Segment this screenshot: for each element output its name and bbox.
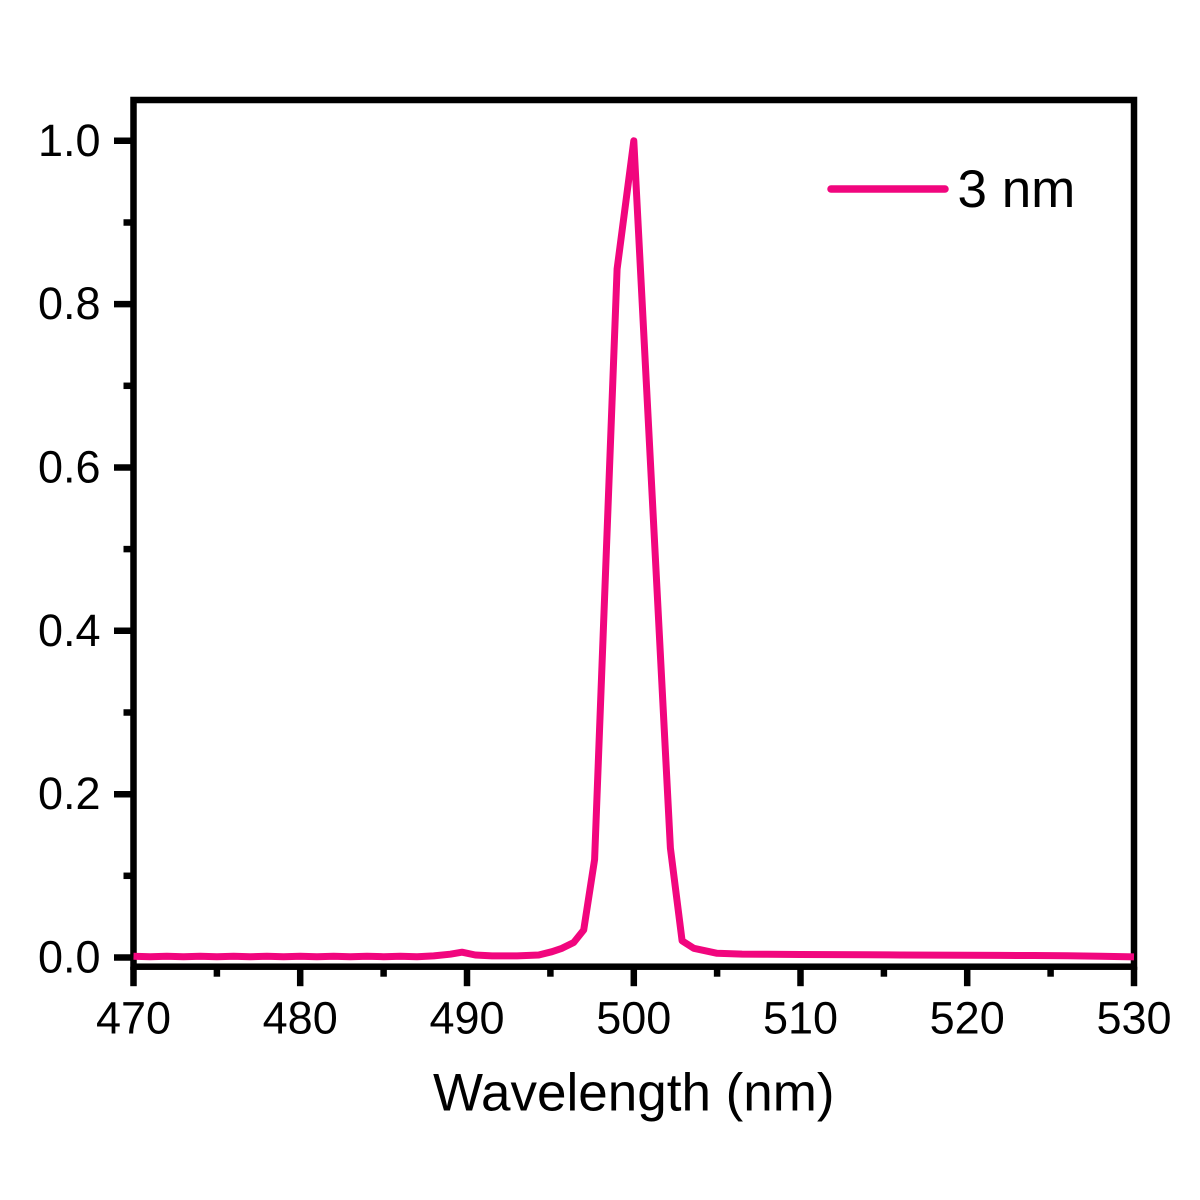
svg-text:0.0: 0.0 (38, 932, 101, 983)
svg-text:0.8: 0.8 (38, 278, 101, 329)
svg-text:470: 470 (96, 993, 171, 1044)
svg-text:490: 490 (429, 993, 504, 1044)
svg-text:520: 520 (930, 993, 1005, 1044)
svg-text:0.4: 0.4 (38, 605, 101, 656)
svg-text:Wavelength (nm): Wavelength (nm) (433, 1064, 835, 1123)
svg-text:480: 480 (263, 993, 338, 1044)
svg-text:0.2: 0.2 (38, 768, 101, 819)
svg-text:510: 510 (763, 993, 838, 1044)
svg-text:1.0: 1.0 (38, 115, 101, 166)
svg-text:500: 500 (596, 993, 671, 1044)
svg-text:0.6: 0.6 (38, 442, 101, 493)
svg-text:3 nm: 3 nm (958, 160, 1076, 219)
svg-text:530: 530 (1096, 993, 1171, 1044)
